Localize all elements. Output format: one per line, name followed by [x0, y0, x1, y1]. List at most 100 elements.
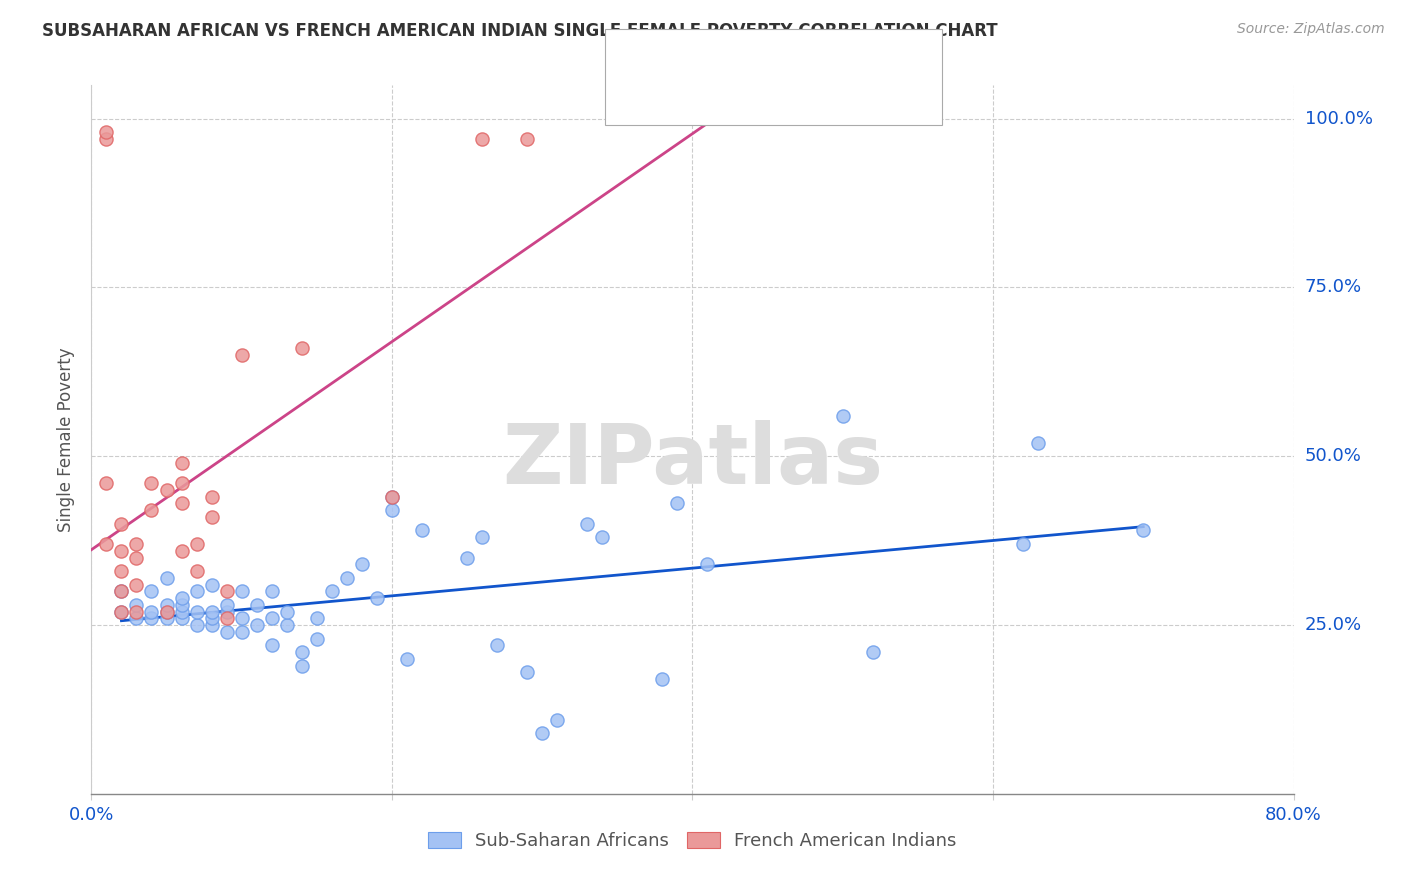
Point	[381, 490, 404, 504]
Point	[125, 550, 148, 565]
Point	[862, 645, 884, 659]
Point	[170, 598, 193, 612]
Point	[201, 577, 224, 591]
Text: 75.0%: 75.0%	[1305, 278, 1362, 296]
Point	[336, 571, 359, 585]
Point	[155, 483, 177, 497]
Point	[201, 618, 224, 632]
Point	[291, 645, 314, 659]
Point	[831, 409, 853, 423]
Point	[170, 605, 193, 619]
Point	[170, 476, 193, 491]
Point	[231, 348, 253, 362]
Point	[141, 611, 163, 625]
Point	[231, 624, 253, 639]
Point	[125, 537, 148, 551]
Point	[246, 598, 269, 612]
Text: 50.0%: 50.0%	[1305, 447, 1361, 466]
Point	[125, 598, 148, 612]
Point	[96, 125, 118, 139]
Point	[395, 652, 418, 666]
Point	[471, 530, 494, 544]
Point	[110, 584, 132, 599]
Point	[155, 571, 177, 585]
Point	[456, 550, 478, 565]
Bar	[624, 44, 652, 70]
Text: Source: ZipAtlas.com: Source: ZipAtlas.com	[1237, 22, 1385, 37]
Point	[696, 558, 718, 572]
Point	[291, 658, 314, 673]
Point	[96, 476, 118, 491]
Point	[110, 543, 132, 558]
Bar	[624, 83, 652, 110]
Point	[215, 624, 238, 639]
Point	[411, 524, 433, 538]
Point	[155, 611, 177, 625]
Point	[201, 605, 224, 619]
Point	[110, 605, 132, 619]
Point	[576, 516, 599, 531]
Point	[260, 584, 283, 599]
Point	[155, 605, 177, 619]
Point	[321, 584, 343, 599]
Point	[215, 605, 238, 619]
Point	[276, 618, 298, 632]
Point	[110, 605, 132, 619]
Point	[201, 510, 224, 524]
Point	[546, 713, 568, 727]
Point	[110, 516, 132, 531]
Y-axis label: Single Female Poverty: Single Female Poverty	[58, 347, 76, 532]
Text: R = 0.125    N = 63: R = 0.125 N = 63	[664, 47, 870, 66]
Point	[471, 132, 494, 146]
Point	[305, 632, 328, 646]
Point	[1026, 435, 1049, 450]
Point	[201, 611, 224, 625]
Point	[186, 564, 208, 578]
Point	[155, 605, 177, 619]
Point	[110, 564, 132, 578]
Text: R = 0.631    N = 32: R = 0.631 N = 32	[664, 87, 870, 105]
Point	[170, 611, 193, 625]
Text: 25.0%: 25.0%	[1305, 616, 1362, 634]
Point	[96, 537, 118, 551]
Point	[260, 611, 283, 625]
Point	[170, 591, 193, 605]
Point	[1012, 537, 1035, 551]
Point	[201, 490, 224, 504]
Point	[486, 638, 509, 652]
Point	[231, 584, 253, 599]
Point	[215, 584, 238, 599]
Legend: Sub-Saharan Africans, French American Indians: Sub-Saharan Africans, French American In…	[422, 825, 963, 858]
Point	[1132, 524, 1154, 538]
Point	[591, 530, 613, 544]
Point	[170, 496, 193, 510]
Point	[381, 503, 404, 517]
Point	[186, 584, 208, 599]
Point	[186, 618, 208, 632]
Point	[125, 605, 148, 619]
Text: ZIPatlas: ZIPatlas	[502, 420, 883, 501]
Point	[141, 476, 163, 491]
Point	[350, 558, 373, 572]
Point	[141, 605, 163, 619]
Point	[141, 584, 163, 599]
Point	[215, 611, 238, 625]
Point	[651, 672, 673, 686]
Point	[516, 665, 538, 680]
Point	[666, 496, 689, 510]
Point	[125, 577, 148, 591]
Point	[110, 584, 132, 599]
Point	[170, 456, 193, 470]
Point	[366, 591, 388, 605]
Point	[260, 638, 283, 652]
Point	[96, 132, 118, 146]
Point	[305, 611, 328, 625]
Point	[231, 611, 253, 625]
Point	[170, 543, 193, 558]
Text: 100.0%: 100.0%	[1305, 110, 1372, 128]
Text: SUBSAHARAN AFRICAN VS FRENCH AMERICAN INDIAN SINGLE FEMALE POVERTY CORRELATION C: SUBSAHARAN AFRICAN VS FRENCH AMERICAN IN…	[42, 22, 998, 40]
Point	[125, 611, 148, 625]
Point	[141, 503, 163, 517]
Point	[291, 341, 314, 355]
Point	[155, 598, 177, 612]
